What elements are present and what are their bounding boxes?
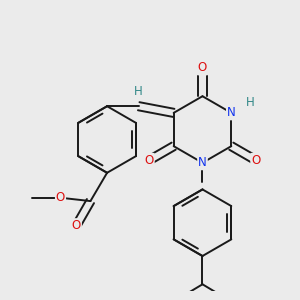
Text: O: O (145, 154, 154, 167)
Text: N: N (227, 106, 236, 119)
Text: O: O (56, 191, 65, 204)
Text: O: O (251, 154, 260, 167)
Text: N: N (198, 156, 207, 169)
Text: O: O (72, 219, 81, 232)
Text: H: H (134, 85, 143, 98)
Text: O: O (198, 61, 207, 74)
Text: H: H (246, 96, 254, 109)
